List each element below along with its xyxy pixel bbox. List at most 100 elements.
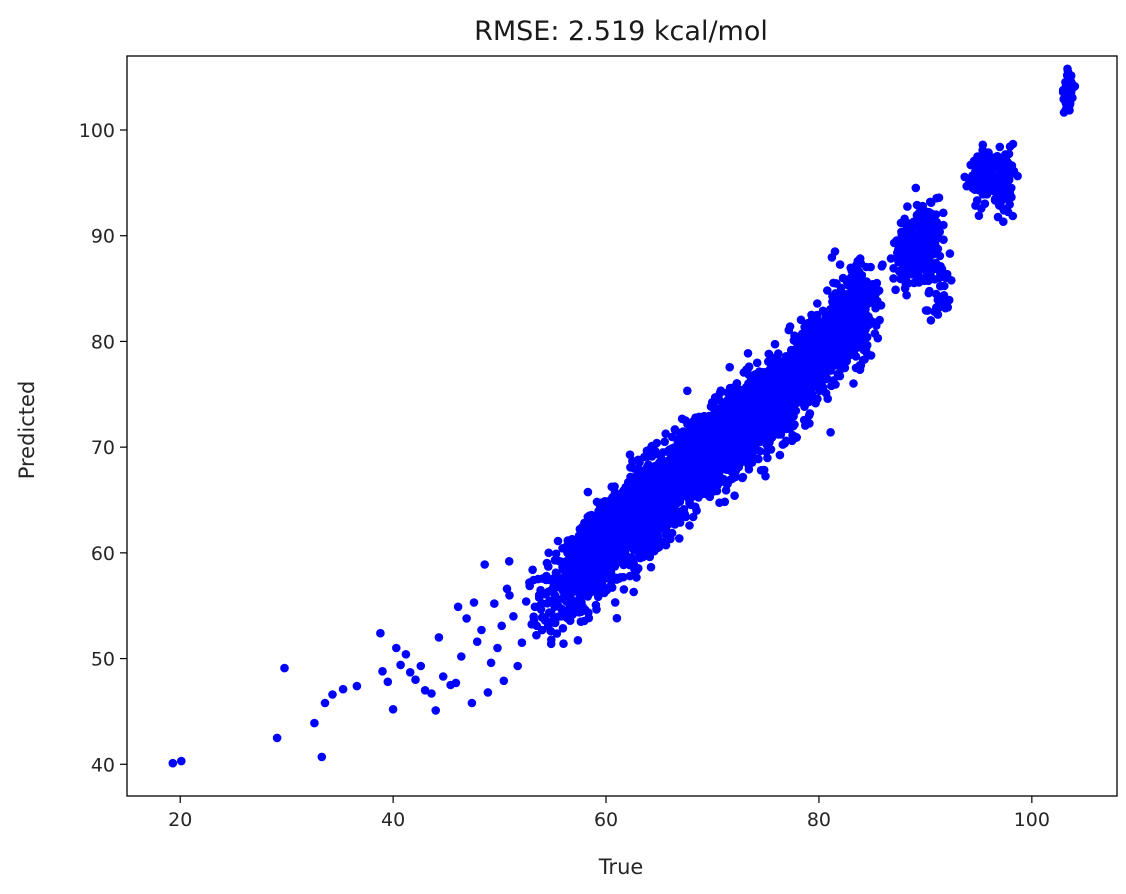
scatter-point [813,299,822,308]
scatter-point [694,493,703,502]
scatter-point [922,263,931,272]
scatter-point [907,261,917,271]
scatter-point [748,426,757,435]
scatter-point [822,374,832,383]
scatter-point [582,571,592,581]
scatter-point [657,540,666,549]
scatter-point [592,605,601,614]
scatter-point [740,391,750,400]
scatter-point [566,595,576,605]
scatter-point [1003,194,1013,204]
scatter-point [729,418,739,428]
scatter-point [462,614,471,623]
scatter-point [940,281,949,291]
scatter-point [923,219,933,229]
scatter-point [594,556,603,566]
scatter-point [804,342,814,351]
scatter-point [575,524,585,534]
scatter-point [939,235,948,244]
scatter-point [661,429,670,439]
scatter-point [978,140,988,150]
scatter-point [960,172,969,182]
scatter-point [832,302,842,312]
scatter-point [610,536,620,546]
scatter-point [820,351,829,361]
scatter-point [405,668,415,677]
scatter-point [517,638,527,647]
scatter-point [675,534,684,543]
y-axis-label: Predicted [15,381,39,480]
scatter-point [791,406,801,416]
scatter-point [682,483,691,493]
scatter-point [796,315,806,325]
scatter-point [719,474,728,484]
scatter-point [558,587,568,596]
scatter-point [553,579,562,588]
scatter-point [720,412,730,422]
scatter-point [541,589,550,599]
scatter-point [845,310,855,320]
scatter-point [726,406,735,416]
scatter-point [434,633,444,642]
scatter-point [931,210,941,219]
scatter-point [629,587,638,597]
scatter-point [811,398,820,408]
scatter-point [810,364,819,374]
scatter-point [850,273,859,282]
scatter-point [730,491,739,501]
scatter-point [684,441,694,450]
scatter-point [784,374,794,384]
scatter-point [383,677,393,687]
scatter-point [917,248,927,258]
scatter-point [420,686,430,695]
scatter-point [1065,93,1074,102]
scatter-point [753,435,763,445]
scatter-point [995,181,1004,190]
scatter-point [978,173,987,183]
scatter-point [401,650,411,659]
scatter-point [780,416,790,425]
scatter-point [832,357,842,367]
scatter-point [945,249,955,258]
scatter-point [705,484,714,493]
scatter-point [859,292,868,302]
scatter-point [778,440,788,449]
scatter-point [730,395,740,404]
scatter-point [754,454,763,464]
scatter-point [568,610,577,619]
scatter-point [696,450,705,459]
scatter-point [612,613,622,623]
scatter-point [725,362,734,372]
scatter-point [667,528,677,538]
scatter-point [847,303,857,313]
scatter-point [870,329,880,338]
scatter-point [568,559,577,569]
scatter-point [831,328,840,338]
x-axis: 20 40 60 80 100 [168,796,1050,831]
scatter-point [652,498,662,508]
scatter-point [660,437,669,447]
scatter-point [715,468,724,477]
scatter-point [646,562,656,572]
scatter-point [643,486,652,495]
scatter-point [782,395,791,405]
scatter-point [915,207,924,217]
scatter-point [607,583,617,592]
x-tick-label: 60 [594,809,618,831]
scatter-point [639,537,649,546]
scatter-point [738,472,748,482]
scatter-point [893,245,903,255]
scatter-point [826,428,835,437]
scatter-point [856,361,866,370]
scatter-point [978,187,988,196]
scatter-point [1058,87,1068,97]
scatter-point [755,446,765,456]
scatter-point [849,345,859,355]
scatter-point [734,462,743,471]
scatter-point [1063,68,1073,78]
scatter-point [643,452,652,461]
scatter-point [840,356,850,365]
scatter-point [546,639,556,649]
scatter-point [801,397,811,406]
scatter-point [612,517,622,526]
